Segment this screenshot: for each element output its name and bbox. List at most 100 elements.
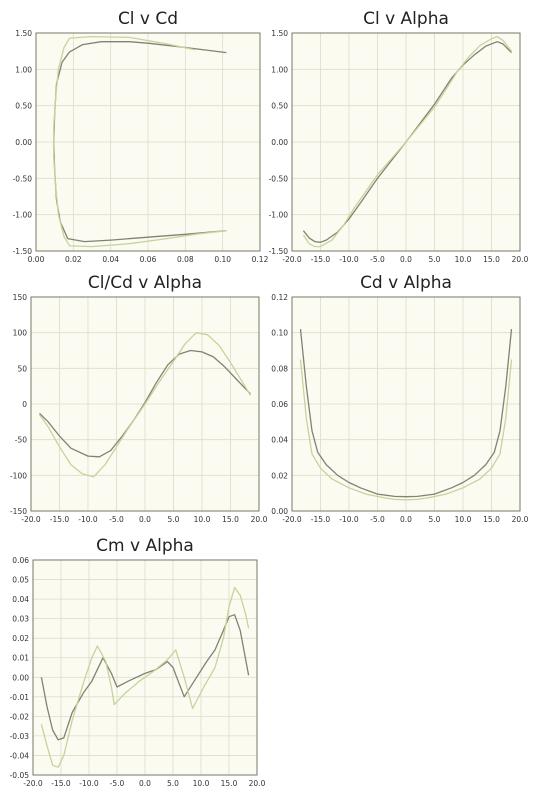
y-tick-label: 1.00 xyxy=(15,65,32,74)
x-tick-label: 0.12 xyxy=(252,255,269,264)
chart-panel: Cd v Alpha -20.0 -15.0 -10.0 -5.0 0.0 5.0 10.0 1… xyxy=(270,272,540,532)
y-tick-label: -1.50 xyxy=(269,247,289,256)
chart-panel: Cm v Alpha -20.0 -15.0 -10.0 -5.0 0.0 5.0 10.0 1… xyxy=(0,536,270,796)
y-tick-label: 150 xyxy=(13,293,28,302)
y-tick-label: 0.50 xyxy=(15,102,32,111)
y-tick-label: 0.05 xyxy=(12,576,29,585)
x-tick-label: 15.0 xyxy=(483,515,500,524)
y-tick-label: 0.10 xyxy=(271,329,288,338)
x-tick-label: -5.0 xyxy=(370,255,385,264)
y-tick-label: 0.03 xyxy=(12,615,29,624)
y-tick-label: 1.00 xyxy=(271,65,288,74)
y-tick-label: 0.02 xyxy=(271,471,288,480)
y-tick-label: 0.04 xyxy=(271,436,288,445)
x-tick-label: -10.0 xyxy=(79,779,99,788)
y-tick-label: 0.01 xyxy=(12,654,29,663)
series-line-light xyxy=(40,586,250,768)
y-tick-label: -0.01 xyxy=(10,693,30,702)
plot-frame xyxy=(35,32,261,252)
x-tick-label: -10.0 xyxy=(78,515,98,524)
x-tick-label: 0.0 xyxy=(400,255,412,264)
y-tick-label: 0 xyxy=(22,400,27,409)
y-tick-label: -0.50 xyxy=(269,174,289,183)
chart-title: Cl v Cd xyxy=(117,9,179,29)
y-tick-label: -1.50 xyxy=(13,247,33,256)
x-tick-label: -15.0 xyxy=(311,255,331,264)
x-tick-label: -20.0 xyxy=(282,255,302,264)
x-tick-label: 15.0 xyxy=(221,779,238,788)
x-tick-label: -20.0 xyxy=(282,515,302,524)
x-tick-label: 0.0 xyxy=(139,515,151,524)
series-line-light xyxy=(53,35,227,248)
x-tick-label: 5.0 xyxy=(167,779,179,788)
x-tick-label: 0.08 xyxy=(177,255,194,264)
chart-svg: -20.0 -15.0 -10.0 -5.0 0.0 5.0 10.0 15.0 20.0 1.5… xyxy=(269,29,529,264)
y-tick-label: -100 xyxy=(10,471,27,480)
y-tick-label: 0.00 xyxy=(15,138,32,147)
y-tick-label: -0.04 xyxy=(10,751,30,760)
chart-svg: 0.00 0.02 0.04 0.06 0.08 0.10 0.12 1.50 1.00 0.50… xyxy=(13,29,269,264)
y-tick-label: 0.06 xyxy=(12,556,29,565)
x-tick-label: 0.06 xyxy=(140,255,157,264)
x-tick-label: 20.0 xyxy=(512,255,529,264)
x-tick-label: 0.04 xyxy=(102,255,119,264)
series-line-light xyxy=(299,359,513,501)
x-tick-label: 20.0 xyxy=(249,779,266,788)
y-tick-label: 0.04 xyxy=(12,595,29,604)
y-tick-label: -150 xyxy=(10,507,27,516)
chart-title: Cl/Cd v Alpha xyxy=(87,273,203,293)
x-tick-label: 10.0 xyxy=(194,515,211,524)
chart-panel: Cl/Cd v Alpha -20.0 -15.0 -10.0 -5.0 0.0 5.0 10… xyxy=(0,272,270,532)
y-tick-label: 0.00 xyxy=(271,138,288,147)
plot-frame xyxy=(291,32,521,252)
chart-title: Cd v Alpha xyxy=(360,273,452,293)
y-tick-label: -1.00 xyxy=(13,211,33,220)
y-tick-label: -1.00 xyxy=(269,211,289,220)
series-line-light xyxy=(302,35,513,248)
x-tick-label: 0.00 xyxy=(28,255,45,264)
chart-svg: -20.0 -15.0 -10.0 -5.0 0.0 5.0 10.0 15.0 20.0 150… xyxy=(10,293,268,524)
chart-title: Cl v Alpha xyxy=(363,9,449,29)
y-tick-label: 0.08 xyxy=(271,364,288,373)
x-tick-label: 10.0 xyxy=(455,255,472,264)
y-tick-label: -0.03 xyxy=(10,732,30,741)
x-tick-label: -10.0 xyxy=(339,515,359,524)
x-tick-label: 0.10 xyxy=(214,255,231,264)
x-tick-label: -20.0 xyxy=(21,515,41,524)
x-tick-label: 15.0 xyxy=(483,255,500,264)
y-tick-label: 0.50 xyxy=(271,102,288,111)
series-line-dark xyxy=(39,349,251,458)
x-tick-label: 15.0 xyxy=(222,515,239,524)
y-tick-label: 0.12 xyxy=(271,293,288,302)
y-tick-label: 50 xyxy=(17,364,27,373)
plot-frame xyxy=(291,296,521,512)
y-tick-label: 0.00 xyxy=(271,507,288,516)
y-tick-label: -0.50 xyxy=(13,174,33,183)
x-tick-label: -15.0 xyxy=(311,515,331,524)
y-tick-label: -0.02 xyxy=(10,712,30,721)
x-tick-label: 20.0 xyxy=(251,515,268,524)
y-tick-label: 0.00 xyxy=(12,673,29,682)
y-tick-label: 100 xyxy=(13,329,28,338)
x-tick-label: 0.0 xyxy=(400,515,412,524)
x-tick-label: 20.0 xyxy=(512,515,529,524)
chart-svg: -20.0 -15.0 -10.0 -5.0 0.0 5.0 10.0 15.0 20.0 0.0… xyxy=(10,556,266,788)
series-line-dark xyxy=(40,614,250,741)
y-tick-label: -50 xyxy=(15,436,27,445)
x-tick-label: 5.0 xyxy=(429,255,441,264)
x-tick-label: -5.0 xyxy=(109,515,124,524)
y-tick-label: 0.06 xyxy=(271,400,288,409)
x-tick-label: 5.0 xyxy=(429,515,441,524)
x-tick-label: -5.0 xyxy=(370,515,385,524)
x-tick-label: -20.0 xyxy=(23,779,43,788)
x-tick-label: 0.0 xyxy=(139,779,151,788)
x-tick-label: -5.0 xyxy=(110,779,125,788)
series-line-dark xyxy=(299,329,513,498)
plot-frame xyxy=(32,559,258,776)
x-tick-label: 5.0 xyxy=(168,515,180,524)
chart-panel: Cl v Cd 0.00 0.02 0.04 0.06 0.08 0.10 0.12 1.50 1… xyxy=(0,5,270,270)
y-tick-label: 0.02 xyxy=(12,634,29,643)
y-tick-label: 1.50 xyxy=(15,29,32,38)
plot-frame xyxy=(30,296,260,512)
x-tick-label: -10.0 xyxy=(339,255,359,264)
